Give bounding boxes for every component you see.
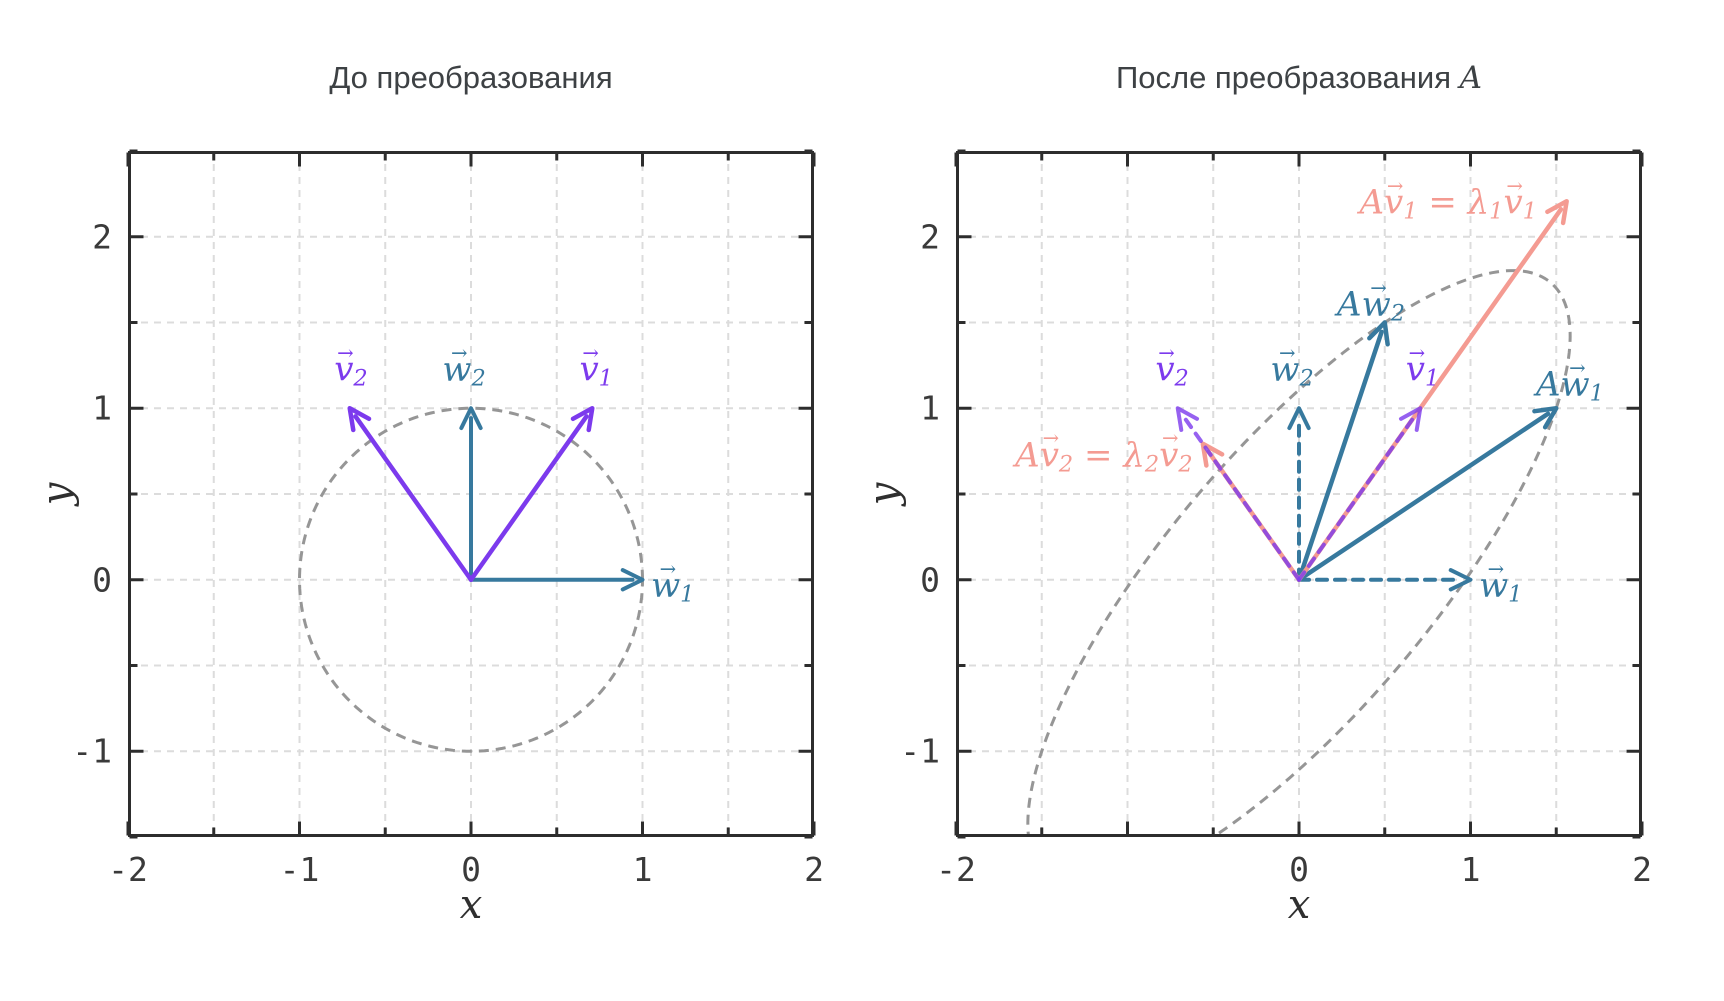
label-v1: v → 1 bbox=[1405, 341, 1440, 392]
label-Av2-eq: Av → 2 = λ2v → 2 bbox=[1015, 427, 1193, 478]
label-v1: v → 1 bbox=[579, 341, 613, 392]
vector-arrow-accent: → bbox=[1408, 341, 1426, 365]
label-w1: w → 1 bbox=[651, 557, 695, 608]
left-plot: -2 -1 0 1 2 -1 0 1 2 v → 2 w → 2 v → 1 w → 1 bbox=[72, 149, 824, 889]
gridlines bbox=[956, 151, 1642, 837]
vector-v2-original bbox=[1175, 406, 1301, 582]
transformed-unit-circle bbox=[1026, 269, 1572, 837]
y-tick-label: -1 bbox=[900, 731, 940, 771]
vector-arrow-accent: → bbox=[1506, 174, 1523, 198]
vector-arrow-accent: → bbox=[1569, 356, 1586, 380]
label-Av1-eq: Av → 1 = λ1v → 1 bbox=[1359, 174, 1537, 225]
label-w2: w → 2 bbox=[1270, 341, 1314, 392]
x-tick-label: 0 bbox=[1289, 850, 1309, 889]
x-tick-label: -2 bbox=[108, 850, 148, 889]
after-transformation-canvas bbox=[954, 149, 1644, 839]
right-plot-title-text: После преобразования bbox=[1115, 60, 1460, 95]
y-tick-label: 2 bbox=[92, 217, 112, 257]
x-tick-label: 2 bbox=[804, 850, 824, 889]
vector-arrow-accent: → bbox=[1158, 341, 1175, 365]
unit-circle bbox=[297, 406, 645, 753]
before-transformation-canvas bbox=[126, 149, 816, 839]
vector-w1 bbox=[469, 568, 645, 592]
x-tick-label: 1 bbox=[1460, 850, 1481, 889]
vector-arrow-accent: → bbox=[659, 557, 677, 581]
x-tick-label: -1 bbox=[279, 850, 320, 889]
label-v2: v → 2 bbox=[1155, 341, 1189, 392]
y-tick-label: 2 bbox=[920, 217, 940, 257]
vector-w2-original bbox=[1287, 406, 1311, 582]
vector-arrow-accent: → bbox=[1162, 427, 1179, 451]
right-plot: -2 0 1 2 -1 0 1 2 v → 2 w → 2 v → 1 w → 1 Aw → 2 Aw → 1 Av → 1 = λ1v… bbox=[900, 149, 1652, 889]
right-x-axis-label: x bbox=[1287, 882, 1311, 928]
left-x-axis-label: x bbox=[459, 882, 483, 928]
plot-spine bbox=[956, 151, 1642, 837]
right-plot-title-math: A bbox=[1459, 60, 1483, 96]
label-w2: w → 2 bbox=[442, 341, 486, 392]
y-tick-label: -1 bbox=[72, 731, 112, 771]
x-tick-label: -2 bbox=[936, 850, 976, 889]
vector-w1-original bbox=[1297, 568, 1473, 592]
plot-spine bbox=[128, 151, 814, 837]
x-tick-label: 2 bbox=[1632, 850, 1652, 889]
vector-arrow-accent: → bbox=[337, 341, 354, 365]
vector-arrow-accent: → bbox=[582, 341, 599, 365]
y-tick-label: 1 bbox=[920, 388, 940, 428]
right-y-axis-label: y bbox=[861, 482, 907, 506]
label-Aw2: Aw → 2 bbox=[1337, 276, 1405, 327]
y-tick-label: 1 bbox=[92, 388, 112, 428]
label-Aw1: Aw → 1 bbox=[1535, 356, 1604, 407]
vector-arrow-accent: → bbox=[1386, 174, 1404, 198]
right-plot-title: После преобразования A bbox=[956, 60, 1642, 96]
vector-arrow-accent: → bbox=[1279, 341, 1296, 365]
y-tick-label: 0 bbox=[92, 560, 112, 600]
vector-v2 bbox=[347, 406, 474, 582]
y-tick-label: 0 bbox=[920, 560, 940, 600]
left-plot-title: До преобразования bbox=[128, 60, 814, 96]
vector-arrow-accent: → bbox=[1370, 276, 1387, 300]
x-tick-label: 0 bbox=[461, 850, 481, 889]
label-w1: w → 1 bbox=[1479, 557, 1523, 608]
vector-Aw1 bbox=[1296, 406, 1559, 582]
vector-arrow-accent: → bbox=[1042, 427, 1060, 451]
vector-arrow-accent: → bbox=[1487, 557, 1505, 581]
x-tick-label: 1 bbox=[632, 850, 653, 889]
vector-v1 bbox=[468, 406, 595, 582]
vector-Aw2 bbox=[1296, 320, 1390, 582]
vector-v1-original bbox=[1297, 406, 1423, 582]
label-v2: v → 2 bbox=[334, 341, 368, 392]
vector-w2 bbox=[459, 406, 483, 582]
vector-arrow-accent: → bbox=[451, 341, 468, 365]
left-plot-title-text: До преобразования bbox=[329, 60, 613, 95]
left-y-axis-label: y bbox=[34, 482, 80, 506]
